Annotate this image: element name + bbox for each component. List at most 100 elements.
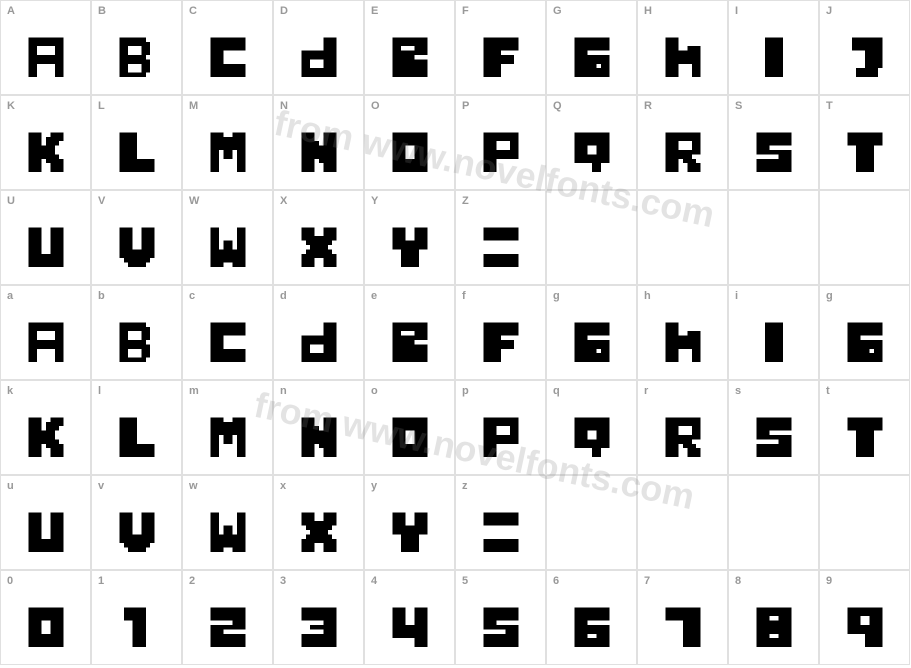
cell-label: F — [462, 5, 469, 17]
glyph-D — [297, 33, 341, 77]
glyph-L — [115, 128, 159, 172]
cell-label: c — [189, 290, 195, 302]
glyph-cell: d — [273, 285, 364, 380]
glyph-K — [24, 413, 68, 457]
cell-label: O — [371, 100, 380, 112]
glyph-I — [752, 318, 796, 362]
glyph-cell: J — [819, 0, 910, 95]
cell-label: 7 — [644, 575, 650, 587]
glyph-cell: 0 — [0, 570, 91, 665]
glyph-cell: 2 — [182, 570, 273, 665]
glyph-3 — [297, 603, 341, 647]
glyph-cell: w — [182, 475, 273, 570]
glyph-cell: g — [819, 285, 910, 380]
cell-label: q — [553, 385, 560, 397]
glyph-cell — [637, 190, 728, 285]
glyph-G — [570, 318, 614, 362]
cell-label: g — [553, 290, 560, 302]
glyph-H — [661, 33, 705, 77]
glyph-cell — [728, 190, 819, 285]
cell-label: 9 — [826, 575, 832, 587]
glyph-cell — [728, 475, 819, 570]
glyph-cell: u — [0, 475, 91, 570]
cell-label: r — [644, 385, 648, 397]
cell-label: S — [735, 100, 742, 112]
glyph-4 — [388, 603, 432, 647]
cell-label: Z — [462, 195, 469, 207]
glyph-cell: e — [364, 285, 455, 380]
cell-label: H — [644, 5, 652, 17]
glyph-grid: ABCDEFGHIJKLMNOPQRSTUVWXYZabcdefghigklmn… — [0, 0, 910, 665]
glyph-E — [388, 33, 432, 77]
glyph-cell — [546, 190, 637, 285]
glyph-cell: g — [546, 285, 637, 380]
cell-label: A — [7, 5, 15, 17]
glyph-cell: Y — [364, 190, 455, 285]
glyph-T — [843, 128, 887, 172]
glyph-cell: 6 — [546, 570, 637, 665]
cell-label: V — [98, 195, 105, 207]
glyph-V — [115, 508, 159, 552]
glyph-G — [570, 33, 614, 77]
cell-label: i — [735, 290, 738, 302]
glyph-F — [479, 318, 523, 362]
glyph-cell: k — [0, 380, 91, 475]
glyph-cell: 7 — [637, 570, 728, 665]
glyph-A — [24, 33, 68, 77]
glyph-U — [24, 508, 68, 552]
glyph-cell: H — [637, 0, 728, 95]
glyph-cell: s — [728, 380, 819, 475]
glyph-M — [206, 413, 250, 457]
cell-label: x — [280, 480, 286, 492]
cell-label: D — [280, 5, 288, 17]
cell-label: J — [826, 5, 832, 17]
cell-label: 6 — [553, 575, 559, 587]
cell-label: U — [7, 195, 15, 207]
cell-label: L — [98, 100, 105, 112]
cell-label: l — [98, 385, 101, 397]
glyph-cell: a — [0, 285, 91, 380]
glyph-cell: D — [273, 0, 364, 95]
glyph-U — [24, 223, 68, 267]
cell-label: t — [826, 385, 830, 397]
glyph-D — [297, 318, 341, 362]
glyph-I — [752, 33, 796, 77]
glyph-O — [388, 413, 432, 457]
glyph-cell: Z — [455, 190, 546, 285]
glyph-7 — [661, 603, 705, 647]
cell-label: w — [189, 480, 198, 492]
cell-label: B — [98, 5, 106, 17]
glyph-R — [661, 128, 705, 172]
glyph-N — [297, 128, 341, 172]
glyph-cell: i — [728, 285, 819, 380]
cell-label: I — [735, 5, 738, 17]
glyph-cell: F — [455, 0, 546, 95]
cell-label: 5 — [462, 575, 468, 587]
cell-label: s — [735, 385, 741, 397]
cell-label: h — [644, 290, 651, 302]
glyph-cell: W — [182, 190, 273, 285]
cell-label: g — [826, 290, 833, 302]
glyph-Y — [388, 223, 432, 267]
glyph-cell: h — [637, 285, 728, 380]
glyph-B — [115, 33, 159, 77]
cell-label: k — [7, 385, 13, 397]
glyph-S — [752, 128, 796, 172]
glyph-8 — [752, 603, 796, 647]
glyph-cell: B — [91, 0, 182, 95]
glyph-cell: N — [273, 95, 364, 190]
cell-label: d — [280, 290, 287, 302]
glyph-H — [661, 318, 705, 362]
cell-label: 3 — [280, 575, 286, 587]
cell-label: n — [280, 385, 287, 397]
glyph-W — [206, 223, 250, 267]
glyph-P — [479, 128, 523, 172]
cell-label: W — [189, 195, 199, 207]
cell-label: X — [280, 195, 287, 207]
glyph-cell: R — [637, 95, 728, 190]
glyph-cell: S — [728, 95, 819, 190]
glyph-C — [206, 318, 250, 362]
glyph-cell: l — [91, 380, 182, 475]
cell-label: f — [462, 290, 466, 302]
glyph-cell: z — [455, 475, 546, 570]
